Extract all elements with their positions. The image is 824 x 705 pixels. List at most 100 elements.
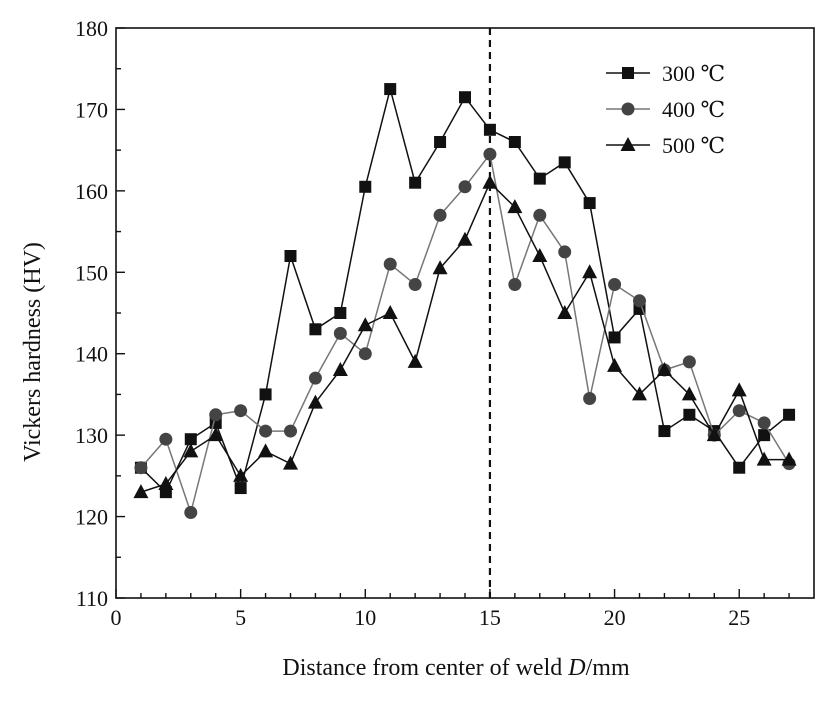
x-tick-label: 10: [354, 605, 376, 630]
data-point: [533, 172, 546, 185]
series-layer: [133, 83, 797, 519]
legend-label: 300 ℃: [662, 61, 725, 86]
series-line: [140, 181, 790, 493]
data-point: [183, 443, 199, 458]
legend-label: 400 ℃: [662, 97, 725, 122]
data-point: [133, 484, 149, 499]
data-point: [283, 455, 298, 470]
data-point: [432, 260, 448, 275]
data-point: [706, 427, 722, 442]
legend-marker: [622, 67, 634, 79]
data-point: [159, 432, 173, 446]
data-point: [558, 156, 571, 169]
y-tick-label: 150: [75, 260, 108, 285]
legend-item: 300 ℃: [606, 61, 725, 86]
data-point: [457, 231, 473, 246]
data-point: [307, 394, 323, 409]
data-point: [632, 386, 647, 401]
data-point: [359, 180, 372, 193]
data-point: [656, 362, 672, 376]
y-tick-label: 170: [75, 97, 108, 122]
data-point: [583, 197, 596, 210]
series-line: [140, 152, 790, 516]
data-point: [184, 506, 198, 519]
data-point: [333, 326, 347, 340]
data-point: [284, 250, 297, 262]
data-point: [731, 382, 747, 397]
data-point: [332, 362, 348, 376]
x-tick-label: 15: [479, 605, 501, 630]
data-point: [434, 136, 447, 148]
y-tick-label: 120: [75, 505, 108, 530]
data-point: [783, 408, 796, 421]
y-tick-label: 140: [75, 342, 108, 367]
data-point: [608, 331, 621, 344]
data-point: [208, 427, 224, 442]
data-point: [633, 294, 646, 308]
y-tick-label: 180: [75, 16, 108, 41]
data-point: [433, 208, 447, 222]
data-point: [482, 174, 498, 189]
data-point: [408, 278, 422, 291]
x-tick-label: 0: [111, 605, 122, 630]
data-point: [608, 278, 622, 291]
data-point: [309, 323, 322, 336]
y-tick-label: 130: [75, 423, 108, 448]
data-point: [557, 305, 573, 319]
data-point: [382, 305, 398, 319]
y-tick-label: 110: [76, 586, 108, 611]
data-point: [259, 424, 273, 438]
x-tick-label: 20: [604, 605, 626, 630]
data-point: [733, 461, 746, 474]
data-point: [258, 443, 274, 458]
legend-item: 400 ℃: [606, 97, 725, 122]
data-point: [308, 371, 322, 385]
data-point: [532, 248, 548, 262]
data-point: [259, 388, 272, 401]
data-point: [184, 433, 197, 446]
data-point: [757, 416, 771, 430]
data-point: [334, 307, 347, 319]
data-point: [507, 199, 523, 214]
data-point: [459, 91, 471, 104]
data-point: [508, 278, 522, 291]
data-point: [758, 429, 771, 442]
data-point: [683, 408, 696, 421]
y-tick-label: 160: [75, 179, 108, 204]
data-point: [407, 353, 423, 368]
data-point: [583, 392, 597, 405]
data-point: [458, 180, 472, 194]
data-point: [234, 482, 247, 495]
data-point: [682, 355, 696, 369]
data-point: [483, 123, 496, 136]
data-point: [284, 424, 297, 438]
data-point: [658, 425, 671, 438]
data-point: [233, 467, 249, 482]
data-point: [732, 404, 746, 418]
data-point: [384, 83, 397, 96]
axis-ticks: 0 5 10 15 20 25 110 120 130 140 150 160 170 180: [75, 16, 790, 630]
y-axis-title: Vickers hardness (HV): [20, 242, 46, 462]
data-point: [234, 404, 248, 418]
data-point: [558, 245, 572, 259]
legend-item: 500 ℃: [606, 133, 725, 158]
data-point: [483, 147, 497, 161]
x-tick-label: 25: [728, 605, 750, 630]
data-point: [409, 176, 422, 189]
data-point: [357, 317, 373, 332]
x-axis-title: Distance from center of weld D/mm: [282, 655, 630, 681]
data-point: [209, 408, 223, 422]
data-point: [383, 257, 397, 271]
data-point: [681, 386, 697, 401]
data-point: [533, 208, 547, 222]
legend-marker: [621, 102, 635, 116]
x-tick-label: 5: [235, 605, 246, 630]
legend-marker: [620, 137, 636, 151]
data-point: [582, 264, 598, 279]
data-point: [508, 136, 521, 148]
data-point: [134, 461, 148, 475]
legend-label: 500 ℃: [662, 133, 725, 158]
data-point: [358, 347, 372, 361]
